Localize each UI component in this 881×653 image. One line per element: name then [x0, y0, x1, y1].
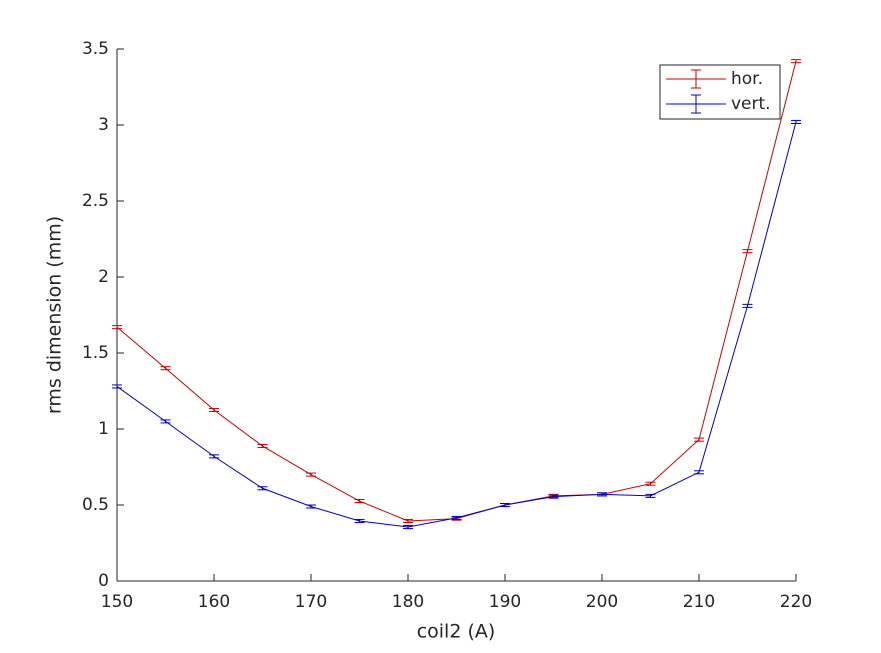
y-tick-label: 0 [98, 571, 109, 591]
error-bar [742, 303, 753, 308]
legend-label: vert. [731, 94, 771, 114]
x-tick-label: 190 [489, 592, 521, 612]
error-bar [742, 249, 753, 254]
error-bar [645, 481, 656, 486]
error-bar [403, 518, 413, 523]
error-bar [112, 325, 122, 330]
y-tick-label: 2.5 [82, 191, 109, 211]
x-tick-label: 170 [295, 592, 327, 612]
y-axis-label: rms dimension (mm) [44, 216, 66, 414]
x-axis-label: coil2 (A) [417, 621, 496, 643]
error-bar [257, 444, 268, 449]
error-bar [451, 515, 462, 520]
error-bar [403, 525, 413, 530]
x-tick-label: 160 [198, 592, 230, 612]
y-tick-label: 1 [98, 419, 109, 439]
error-bar [548, 494, 559, 499]
error-bar [500, 502, 510, 508]
error-bar [645, 493, 656, 498]
series-line [116, 61, 797, 522]
error-bar [354, 499, 365, 504]
x-tick-label: 210 [683, 592, 715, 612]
error-bar [209, 407, 219, 413]
error-bar [597, 492, 607, 497]
y-tick-label: 3 [98, 115, 109, 135]
y-tick-label: 0.5 [82, 495, 109, 515]
error-bar [791, 59, 801, 64]
legend-box [659, 64, 781, 120]
error-bar [209, 454, 219, 459]
error-bar [306, 504, 316, 509]
error-bar [257, 486, 268, 491]
series-line [116, 121, 797, 528]
error-bar [694, 437, 704, 442]
y-tick-label: 2 [98, 267, 109, 287]
error-bar [354, 518, 365, 523]
x-tick-label: 180 [392, 592, 424, 612]
x-tick-label: 150 [101, 592, 133, 612]
error-bar [160, 366, 171, 371]
error-bar [160, 419, 171, 424]
x-tick-label: 220 [780, 592, 812, 612]
legend-label: hor. [731, 69, 763, 89]
y-tick-label: 1.5 [82, 343, 109, 363]
error-bar [112, 384, 122, 389]
y-tick-label: 3.5 [82, 39, 109, 59]
x-tick-label: 200 [586, 592, 618, 612]
error-bar [791, 119, 801, 124]
error-bar [306, 472, 316, 477]
error-bar [694, 470, 704, 475]
